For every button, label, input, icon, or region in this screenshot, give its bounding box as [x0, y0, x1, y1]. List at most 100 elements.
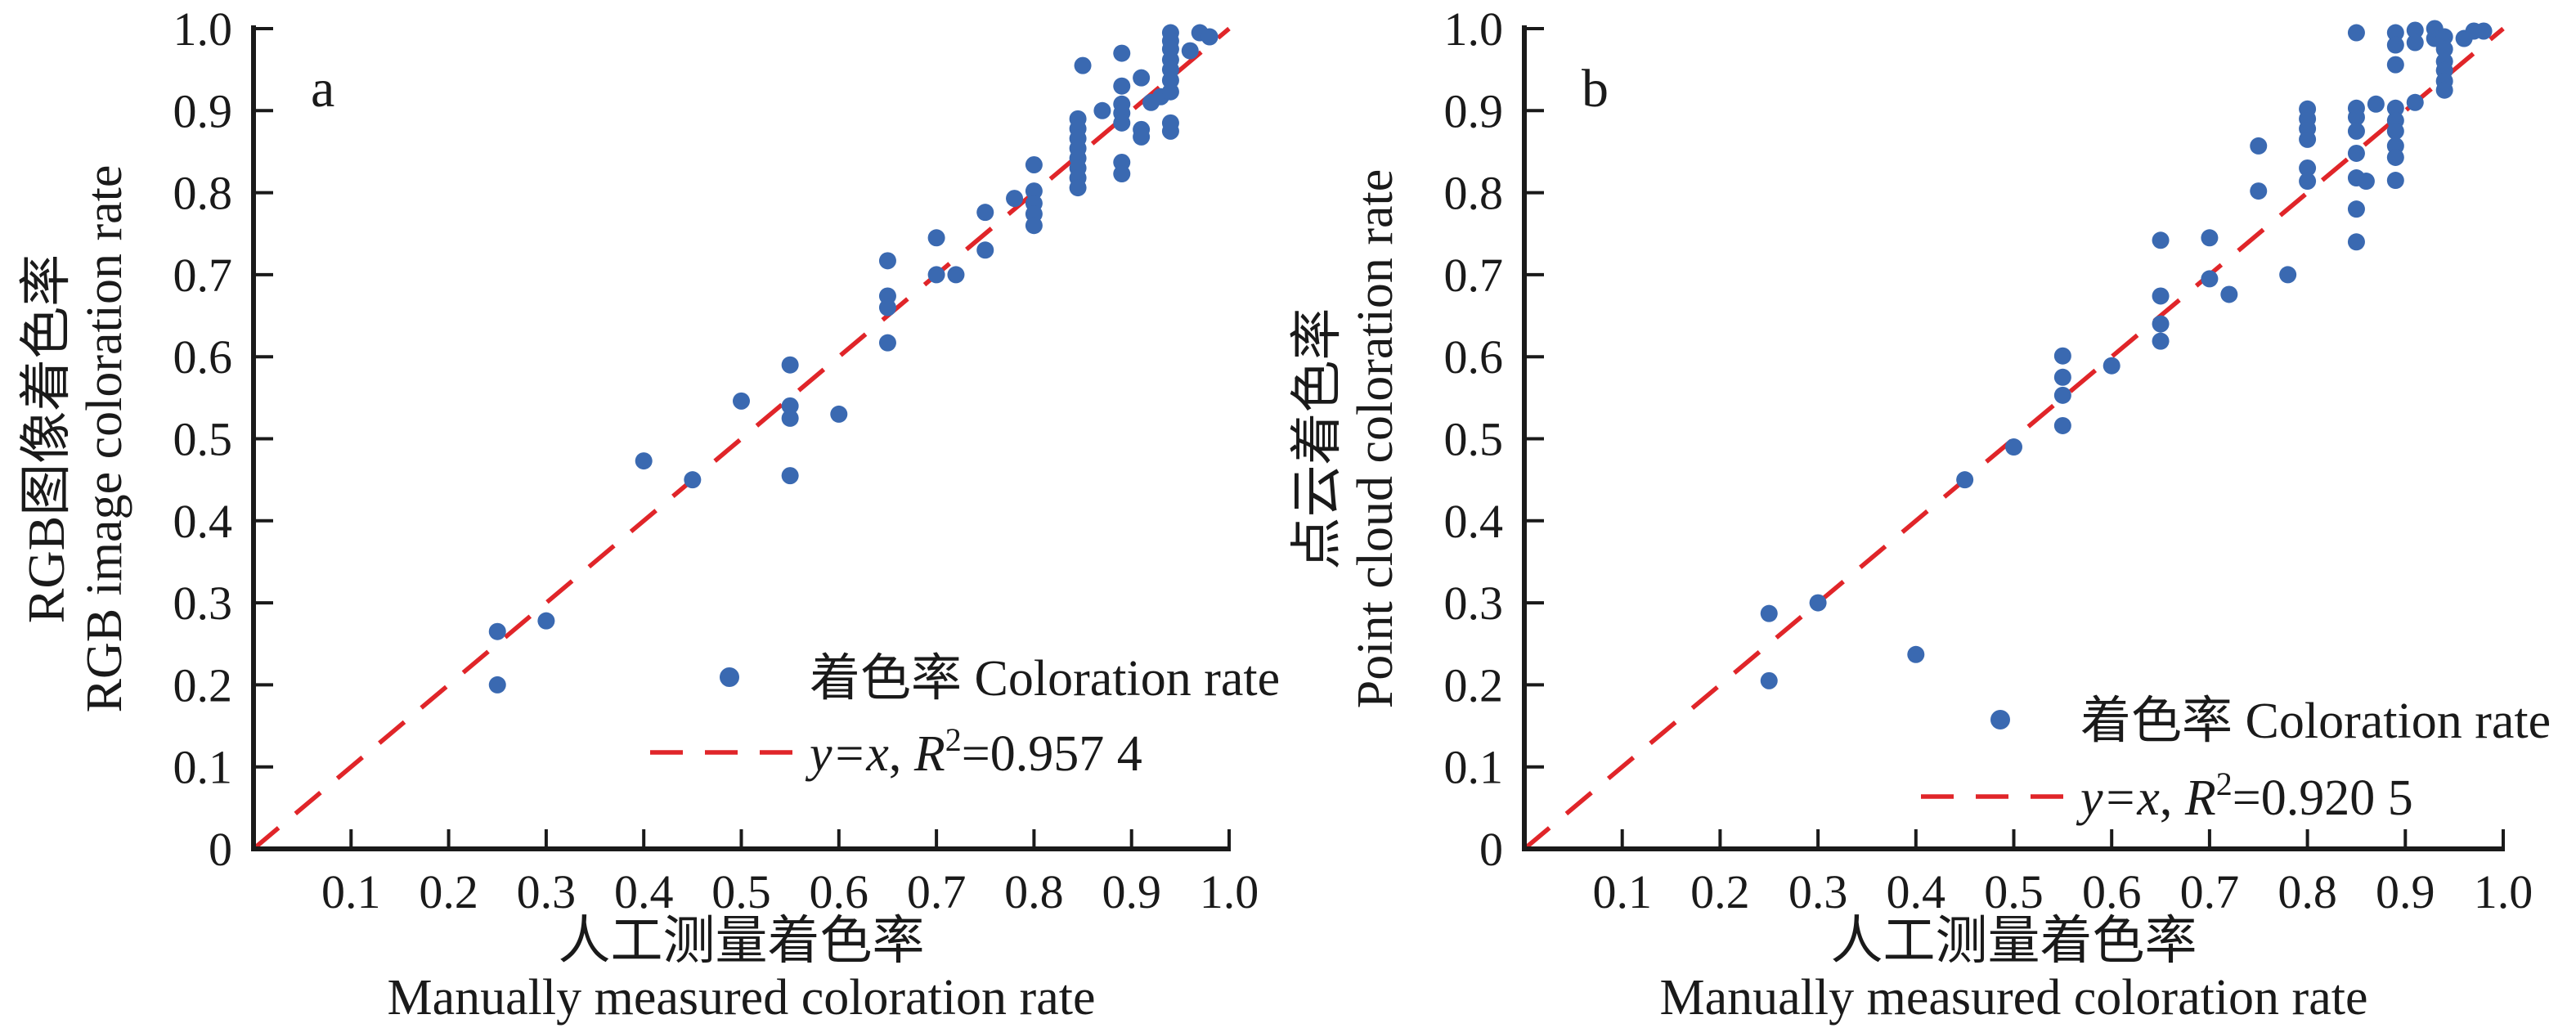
y-tick-label: 0.2 — [173, 658, 233, 712]
data-point — [2347, 108, 2365, 126]
legend-marker-dot — [720, 667, 739, 687]
identity-line-y-equals-x — [1523, 26, 2505, 851]
data-point — [2386, 148, 2404, 166]
data-point — [878, 252, 896, 270]
data-point — [781, 356, 799, 374]
data-point — [1181, 42, 1199, 60]
x-axis-label-en: Manually measured coloration rate — [1660, 970, 2368, 1026]
y-tick-label: 0.2 — [1444, 658, 1504, 712]
legend-marker-label: 着色率 Coloration rate — [2080, 694, 2551, 749]
x-tick-label: 1.0 — [1200, 865, 1259, 918]
y-tick-label: 0.5 — [173, 413, 233, 466]
data-point — [2367, 95, 2385, 113]
data-point — [1025, 155, 1043, 173]
data-point — [2386, 99, 2404, 117]
data-point — [2435, 28, 2453, 46]
data-point — [1161, 122, 1179, 140]
panel-letter: b — [1582, 59, 1609, 119]
y-axis-label-cjk: 点云着色率 — [1288, 308, 1346, 570]
y-tick-label: 0.6 — [173, 330, 233, 384]
legend: 着色率 Coloration rate y=x, R2=0.920 5 — [1921, 694, 2551, 826]
data-point — [781, 397, 799, 415]
panel-a-scatter-plot: 0.1 0.2 0.3 0.4 0.5 0.6 0.7 0.8 0.9 1.0 0 0.1 0.2 0.3… — [17, 2, 1280, 1026]
data-point — [1113, 165, 1131, 183]
data-point — [1133, 69, 1151, 87]
data-point — [1907, 645, 1925, 663]
data-point — [733, 392, 750, 410]
data-point — [2220, 285, 2238, 303]
data-point — [2347, 122, 2365, 140]
data-point — [2386, 36, 2404, 54]
data-point — [2347, 233, 2365, 251]
data-point — [2347, 200, 2365, 218]
data-point — [878, 299, 896, 316]
y-tick-label: 1.0 — [173, 2, 233, 56]
y-tick-label: 1.0 — [1444, 2, 1504, 56]
data-point — [2250, 182, 2268, 200]
x-axis-label-cjk: 人工测量着色率 — [559, 912, 925, 970]
data-point — [2152, 231, 2170, 249]
x-tick-label: 0.6 — [2082, 865, 2142, 918]
scatter-points — [488, 24, 1218, 694]
data-point — [878, 334, 896, 352]
data-point — [2299, 130, 2317, 148]
data-point — [1956, 471, 1974, 489]
data-point — [2299, 159, 2317, 177]
data-point — [1074, 56, 1092, 74]
data-point — [1025, 217, 1043, 235]
data-point — [1113, 114, 1131, 132]
data-point — [2152, 315, 2170, 333]
y-tick-label: 0.7 — [173, 249, 233, 302]
legend-marker-dot — [1990, 710, 2010, 729]
y-tick-label: 0.8 — [173, 167, 233, 220]
data-point — [2053, 386, 2071, 404]
data-point — [830, 405, 848, 423]
data-point — [2475, 22, 2493, 40]
data-point — [781, 467, 799, 485]
data-point — [488, 676, 506, 694]
data-point — [2201, 229, 2219, 247]
x-tick-label: 0.1 — [321, 865, 381, 918]
data-point — [2053, 416, 2071, 434]
data-point — [2347, 144, 2365, 162]
y-tick-label: 0.3 — [173, 577, 233, 630]
y-tick-label: 0.3 — [1444, 577, 1504, 630]
data-point — [1200, 28, 1218, 46]
data-point — [2201, 270, 2219, 288]
data-point — [1069, 179, 1087, 197]
data-point — [684, 471, 702, 489]
data-point — [1113, 77, 1131, 95]
x-axis-label-cjk: 人工测量着色率 — [1831, 912, 2197, 970]
data-point — [1093, 101, 1111, 119]
data-point — [1760, 604, 1778, 622]
data-point — [2299, 173, 2317, 191]
x-tick-label: 0.7 — [2180, 865, 2240, 918]
legend-marker-label: 着色率 Coloration rate — [810, 651, 1280, 707]
data-point — [1006, 190, 1024, 208]
identity-line-y-equals-x — [252, 26, 1231, 851]
x-tick-label: 0.4 — [614, 865, 674, 918]
scatter-points — [1760, 20, 2493, 689]
data-point — [2357, 173, 2375, 191]
y-tick-label: 0.1 — [173, 741, 233, 794]
x-tick-label: 1.0 — [2474, 865, 2533, 918]
legend-equation-label: y=x, R2=0.957 4 — [805, 721, 1142, 782]
data-point — [2386, 56, 2404, 74]
x-tick-label: 0.3 — [517, 865, 577, 918]
y-axis-label-en: Point cloud coloration rate — [1348, 169, 1403, 708]
y-tick-label: 0.6 — [1444, 330, 1504, 384]
x-tick-label: 0.3 — [1788, 865, 1848, 918]
data-point — [976, 204, 994, 222]
data-point — [927, 266, 945, 284]
data-point — [2386, 24, 2404, 42]
y-tick-label: 0.1 — [1444, 741, 1504, 794]
data-point — [2053, 347, 2071, 365]
y-tick-label: 0.4 — [1444, 495, 1504, 548]
legend: 着色率 Coloration rate y=x, R2=0.957 4 — [650, 651, 1280, 782]
data-point — [2250, 137, 2268, 155]
y-tick-label: 0.8 — [1444, 167, 1504, 220]
data-point — [2347, 24, 2365, 42]
data-point — [2005, 438, 2022, 456]
